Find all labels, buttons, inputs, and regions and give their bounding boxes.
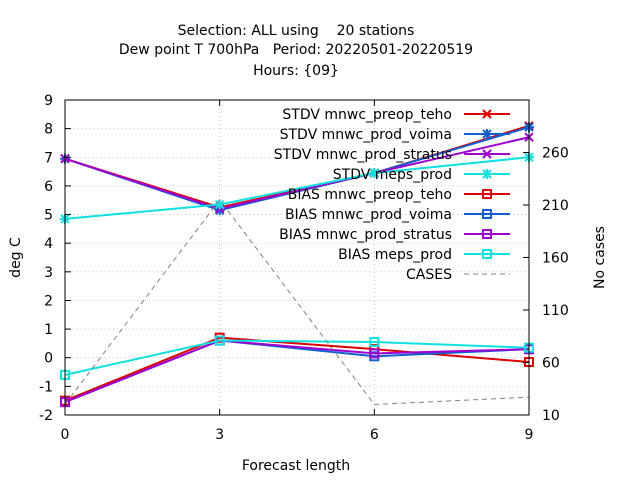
legend-marker-bias-mnwc-prod-stratus-box <box>482 229 492 239</box>
series-line-bias-meps-prod <box>64 339 530 376</box>
legend-item-stdv-mnwc-prod-voima: STDV mnwc_prod_voima <box>280 127 510 143</box>
series-line-cases <box>64 198 530 406</box>
grid <box>65 100 529 415</box>
series-bias-mnwc-prod-stratus <box>60 335 534 408</box>
point-bias-meps-prod-x6 <box>369 336 380 347</box>
titles: Selection: ALL using 20 stations Dew poin… <box>8 23 608 474</box>
legend-marker-bias-mnwc-prod-voima-box <box>482 209 492 219</box>
legend: STDV mnwc_preop_teho STDV mnwc_prod_voima… <box>274 107 510 283</box>
point-bias-meps-prod-x6-box <box>369 336 380 347</box>
tick-label-y-3: 3 <box>44 265 53 281</box>
legend-label-stdv-mnwc-prod-voima: STDV mnwc_prod_voima <box>280 127 452 143</box>
tick-label-x-3: 3 <box>215 427 224 443</box>
legend-item-bias-mnwc-prod-stratus: BIAS mnwc_prod_stratus <box>279 227 510 243</box>
series-line-stdv-mnwc-prod-stratus <box>64 136 530 210</box>
series-line-bias-mnwc-prod-stratus <box>64 339 530 404</box>
legend-marker-stdv-mnwc-preop-teho-b <box>482 109 492 119</box>
tick-label-y2-110: 110 <box>542 303 569 319</box>
x-axis-label: Forecast length <box>242 458 350 474</box>
point-bias-mnwc-prod-stratus-x6 <box>369 348 380 359</box>
legend-marker-bias-meps-prod-box <box>482 249 492 259</box>
tick-label-y-4: 4 <box>44 236 53 252</box>
chart-title-line-3: Hours: {09} <box>253 63 339 79</box>
tick-label-x-6: 6 <box>370 427 379 443</box>
legend-label-cases: CASES <box>406 267 452 283</box>
ticks: -2 -1 0 1 2 3 4 5 6 7 8 9 0 3 6 9 10 60 110 160 210 260 <box>39 93 569 443</box>
legend-marker-stdv-meps-prod <box>482 169 492 179</box>
series-cases <box>64 198 530 406</box>
legend-marker-bias-mnwc-preop-teho <box>482 189 492 199</box>
legend-marker-stdv-mnwc-prod-stratus <box>482 149 492 159</box>
tick-label-y2-60: 60 <box>542 356 560 372</box>
legend-item-bias-mnwc-preop-teho: BIAS mnwc_preop_teho <box>288 187 510 203</box>
tick-label-y2-10: 10 <box>542 408 560 424</box>
series-layer <box>60 121 534 408</box>
legend-item-stdv-mnwc-prod-stratus: STDV mnwc_prod_stratus <box>274 147 510 163</box>
legend-label-stdv-mnwc-prod-stratus: STDV mnwc_prod_stratus <box>274 147 452 163</box>
legend-label-stdv-meps-prod: STDV meps_prod <box>333 167 452 183</box>
point-stdv-meps-prod-x6 <box>369 168 380 179</box>
y-axis-label: deg C <box>8 237 24 278</box>
legend-marker-bias-mnwc-preop-teho-box <box>482 189 492 199</box>
legend-marker-stdv-mnwc-prod-voima <box>482 129 492 139</box>
tick-label-y-9: 9 <box>44 93 53 109</box>
chart-title-line-2: Dew point T 700hPa Period: 20220501-2022… <box>119 42 473 58</box>
tick-label-y-5: 5 <box>44 208 53 224</box>
legend-marker-bias-mnwc-prod-voima <box>482 209 492 219</box>
legend-item-cases: CASES <box>406 267 510 283</box>
chart-title-line-1: Selection: ALL using 20 stations <box>178 23 415 39</box>
legend-label-bias-mnwc-prod-stratus: BIAS mnwc_prod_stratus <box>279 227 452 243</box>
tick-label-y-1: 1 <box>44 322 53 338</box>
legend-label-stdv-mnwc-preop-teho: STDV mnwc_preop_teho <box>282 107 452 123</box>
y2-axis-label: No cases <box>592 226 608 289</box>
tick-label-y-1: -1 <box>39 379 53 395</box>
series-line-stdv-meps-prod <box>64 156 530 220</box>
tick-label-y-0: 0 <box>44 351 53 367</box>
legend-marker-stdv-mnwc-preop-teho <box>482 109 492 119</box>
tick-label-y-2: 2 <box>44 293 53 309</box>
legend-label-bias-meps-prod: BIAS meps_prod <box>338 247 452 263</box>
tick-label-y-7: 7 <box>44 150 53 166</box>
tick-label-y2-260: 260 <box>542 146 569 162</box>
tick-label-y2-160: 160 <box>542 251 569 267</box>
legend-item-bias-mnwc-prod-voima: BIAS mnwc_prod_voima <box>285 207 510 223</box>
legend-marker-bias-mnwc-prod-stratus <box>482 229 492 239</box>
tick-label-y2-210: 210 <box>542 198 569 214</box>
legend-label-bias-mnwc-prod-voima: BIAS mnwc_prod_voima <box>285 207 452 223</box>
legend-marker-bias-meps-prod <box>482 249 492 259</box>
tick-label-y-6: 6 <box>44 179 53 195</box>
point-bias-meps-prod-x3-box <box>214 335 225 346</box>
tick-label-y-2: -2 <box>39 408 53 424</box>
tick-label-x-0: 0 <box>61 427 70 443</box>
tick-label-x-9: 9 <box>525 427 534 443</box>
legend-item-stdv-meps-prod: STDV meps_prod <box>333 167 510 183</box>
legend-marker-stdv-mnwc-prod-stratus-b <box>482 149 492 159</box>
legend-label-bias-mnwc-preop-teho: BIAS mnwc_preop_teho <box>288 187 452 203</box>
legend-item-stdv-mnwc-preop-teho: STDV mnwc_preop_teho <box>282 107 510 123</box>
series-line-bias-mnwc-preop-teho <box>64 336 530 402</box>
tick-label-y-8: 8 <box>44 122 53 138</box>
legend-item-bias-meps-prod: BIAS meps_prod <box>338 247 510 263</box>
point-bias-mnwc-prod-stratus-x6-box <box>369 348 380 359</box>
point-bias-meps-prod-x3 <box>214 335 225 346</box>
